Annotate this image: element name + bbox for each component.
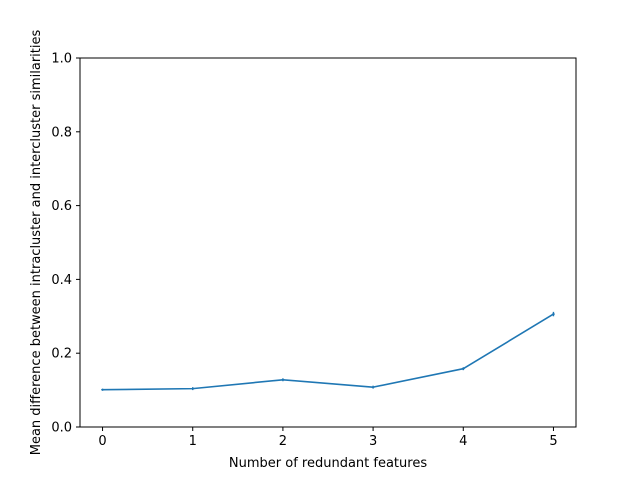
x-axis-label: Number of redundant features (229, 456, 427, 471)
y-tick-label: 0.8 (51, 125, 72, 140)
x-tick-label: 0 (98, 434, 106, 449)
plot-background (80, 58, 576, 427)
series-line (102, 313, 554, 391)
series-layer (101, 311, 555, 391)
x-ticks: 0 1 2 3 4 5 (98, 427, 558, 449)
x-tick-label: 2 (279, 434, 287, 449)
y-ticks: 0.0 0.2 0.4 0.6 0.8 1.0 (51, 52, 80, 436)
x-tick-label: 4 (459, 434, 467, 449)
x-tick-label: 1 (189, 434, 197, 449)
x-tick-label: 5 (549, 434, 557, 449)
y-tick-label: 0.4 (51, 273, 72, 288)
plot-frame (79, 57, 577, 428)
y-tick-label: 0.2 (51, 347, 72, 362)
y-axis-label: Mean difference between intracluster and… (29, 30, 44, 456)
x-tick-label: 3 (369, 434, 377, 449)
y-tick-label: 0.6 (51, 199, 72, 214)
y-tick-label: 1.0 (51, 52, 72, 67)
y-tick-label: 0.0 (51, 421, 72, 436)
